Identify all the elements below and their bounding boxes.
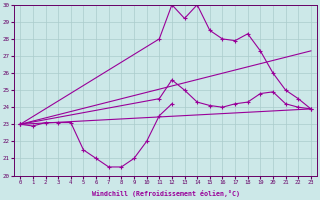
X-axis label: Windchill (Refroidissement éolien,°C): Windchill (Refroidissement éolien,°C) [92, 190, 240, 197]
